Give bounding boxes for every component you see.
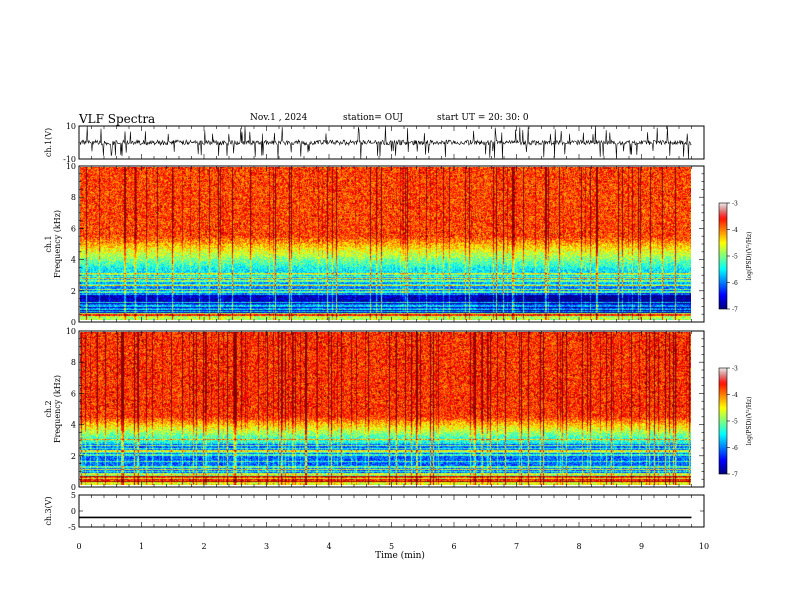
ch2-y-label-channel: ch.2 bbox=[44, 400, 53, 417]
x-tick-label: 1 bbox=[139, 542, 144, 551]
x-tick-label: 7 bbox=[514, 542, 519, 551]
ch1-colorbar-tick-label: -3 bbox=[732, 201, 738, 208]
ch2-y-tick-label: 4 bbox=[71, 421, 76, 430]
ch1-spectrogram-image bbox=[80, 167, 691, 320]
ch2-colorbar-label: log(PSD)(V²/Hz) bbox=[746, 397, 753, 446]
ch1-y-tick-label: 4 bbox=[71, 256, 76, 265]
ch2-y-label-frequency: Frequency (kHz) bbox=[53, 375, 62, 443]
ch1-colorbar-tick-label: -5 bbox=[732, 254, 738, 261]
station-label: station= OUJ bbox=[343, 113, 404, 123]
ch1-colorbar-tick-label: -4 bbox=[732, 227, 738, 234]
x-tick-label: 5 bbox=[389, 542, 394, 551]
ch1-waveform-y-tick-label: -10 bbox=[63, 155, 76, 164]
ch1-colorbar-image bbox=[719, 203, 727, 309]
ch2-spectrogram-image bbox=[80, 332, 691, 485]
ch1-y-tick-label: 6 bbox=[71, 224, 76, 233]
ch1-colorbar-frame bbox=[718, 202, 728, 310]
x-tick-label: 10 bbox=[699, 542, 709, 551]
ch3-waveform-y-label: ch.3(V) bbox=[44, 496, 53, 525]
x-tick-label: 6 bbox=[451, 542, 456, 551]
ch1-colorbar-tick-label: -6 bbox=[732, 280, 738, 287]
ch3-waveform-y-tick-label: 5 bbox=[71, 491, 76, 500]
panel-2-frame bbox=[78, 165, 705, 323]
x-tick-label: 0 bbox=[76, 542, 81, 551]
ch2-colorbar-frame bbox=[718, 367, 728, 475]
x-axis-label: Time (min) bbox=[375, 550, 425, 561]
ch2-colorbar-tick-label: -6 bbox=[732, 445, 738, 452]
ch1-waveform-y-label: ch.1(V) bbox=[44, 128, 53, 157]
ch1-y-tick-label: 10 bbox=[66, 162, 76, 171]
ch1-waveform-y-tick-label: 10 bbox=[66, 122, 76, 131]
ch2-colorbar-tick-label: -3 bbox=[732, 366, 738, 373]
ch1-y-label-frequency: Frequency (kHz) bbox=[53, 210, 62, 278]
ch1-y-tick-label: 8 bbox=[71, 193, 76, 202]
ch2-colorbar-tick-label: -5 bbox=[732, 419, 738, 426]
ch2-y-tick-label: 8 bbox=[71, 358, 76, 367]
ch1-waveform-trace bbox=[79, 126, 692, 160]
ch1-y-label-channel: ch.1 bbox=[44, 235, 53, 252]
ch3-waveform-y-tick-label: 0 bbox=[71, 507, 76, 516]
ch1-colorbar-tick-label: -7 bbox=[732, 307, 738, 314]
date-label: Nov.1 , 2024 bbox=[250, 113, 308, 123]
x-tick-label: 9 bbox=[639, 542, 644, 551]
ch1-y-tick-label: 0 bbox=[71, 318, 76, 327]
start-ut-label: start UT = 20: 30: 0 bbox=[437, 113, 529, 123]
x-tick-label: 2 bbox=[201, 542, 206, 551]
ch2-y-tick-label: 0 bbox=[71, 483, 76, 492]
ch1-colorbar-label: log(PSD)(V²/Hz) bbox=[746, 232, 753, 281]
panel-3-frame bbox=[78, 330, 705, 488]
ch3-waveform-y-tick-label: -5 bbox=[68, 523, 76, 532]
ch1-y-tick-label: 2 bbox=[71, 287, 76, 296]
x-tick-label: 3 bbox=[264, 542, 269, 551]
ch2-colorbar-image bbox=[719, 368, 727, 474]
x-tick-label: 8 bbox=[576, 542, 581, 551]
ch2-y-tick-label: 10 bbox=[66, 327, 76, 336]
x-tick-label: 4 bbox=[326, 542, 331, 551]
ch2-colorbar-tick-label: -4 bbox=[732, 392, 738, 399]
ch2-colorbar-tick-label: -7 bbox=[732, 472, 738, 479]
ch2-y-tick-label: 2 bbox=[71, 452, 76, 461]
figure-title: VLF Spectra bbox=[79, 112, 156, 126]
ch2-y-tick-label: 6 bbox=[71, 389, 76, 398]
